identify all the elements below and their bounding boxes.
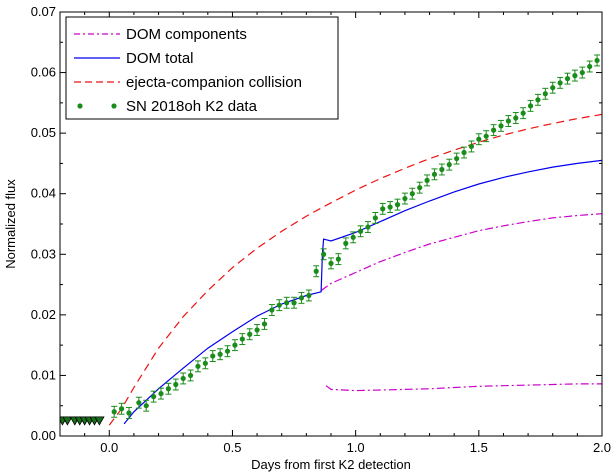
legend-item-dom-total-label: DOM total [126, 50, 194, 67]
x-tick-label: 0.0 [100, 440, 118, 455]
k2-data-point [343, 240, 349, 246]
upper-limit-triangle [94, 416, 105, 426]
k2-data-point [217, 351, 223, 357]
k2-data-point [446, 162, 452, 168]
x-axis-title: Days from first K2 detection [251, 457, 411, 472]
k2-data-point [454, 155, 460, 162]
legend-item-k2-data-swatch [77, 103, 83, 109]
k2-data-point [291, 300, 297, 306]
y-tick-label: 0.04 [31, 186, 56, 201]
k2-data-point [491, 127, 497, 133]
k2-data-point [587, 63, 593, 70]
k2-data-point [111, 409, 117, 415]
k2-data-point [365, 224, 371, 230]
k2-data-point [276, 302, 282, 308]
k2-data-point [594, 57, 600, 64]
k2-data-point [439, 166, 445, 173]
k2-data-point [424, 177, 430, 183]
k2-data-point [513, 115, 519, 121]
k2-data-point [350, 234, 356, 240]
k2-data-point [564, 76, 571, 82]
k2-data-point [247, 331, 253, 337]
k2-data-point [498, 123, 504, 129]
k2-data-point [136, 400, 142, 406]
dom-components-line [325, 383, 602, 392]
k2-data-point [557, 80, 563, 86]
k2-data-point [476, 136, 482, 142]
k2-data-point [402, 195, 408, 202]
k2-data-point [298, 295, 305, 301]
k2-data-point [313, 268, 319, 274]
k2-data-point [195, 363, 201, 369]
k2-data-point [542, 91, 548, 97]
legend-item-k2-data-label: SN 2018oh K2 data [126, 98, 258, 115]
collision-line [108, 113, 602, 426]
k2-data-point [409, 191, 415, 197]
k2-data-point [187, 372, 194, 379]
y-tick-label: 0.03 [31, 246, 56, 261]
k2-data-point [372, 215, 378, 221]
k2-data-point [210, 353, 216, 359]
k2-data-point [284, 300, 290, 306]
k2-data-point [483, 133, 489, 139]
k2-data-point [387, 204, 393, 210]
k2-data-point [224, 348, 231, 354]
k2-data-point [505, 118, 511, 124]
k2-data-point [173, 381, 179, 388]
k2-data-point [380, 206, 386, 212]
x-tick-label: 0.5 [223, 440, 241, 455]
y-tick-label: 0.07 [31, 4, 56, 19]
legend-item-k2-data-swatch [111, 103, 117, 109]
k2-data-point [328, 260, 334, 266]
k2-data-point [321, 251, 327, 257]
legend: DOM components DOM total ejecta-companion … [65, 16, 339, 120]
y-tick-label: 0.00 [31, 428, 56, 443]
k2-data-point [239, 336, 245, 342]
k2-data-point [579, 69, 585, 76]
k2-data-point [550, 85, 556, 91]
k2-data-point [261, 321, 268, 327]
x-tick-label: 2.0 [593, 440, 611, 455]
k2-data-point [158, 391, 164, 397]
tick-layer: 0.0 0.5 1.0 1.5 2.0 0.00 0.01 0.02 0.03 0.04 0.05 0… [31, 4, 611, 455]
y-tick-label: 0.02 [31, 307, 56, 322]
k2-data-point [520, 110, 526, 116]
upper-limit-triangle [62, 416, 73, 426]
y-tick-label: 0.05 [31, 125, 56, 140]
k2-data-point [151, 394, 157, 400]
k2-data-point [394, 202, 401, 208]
y-axis-title: Normalized flux [3, 179, 18, 269]
k2-data-point [269, 307, 275, 313]
k2-data-point [572, 73, 578, 79]
legend-items: DOM components DOM total ejecta-companion … [74, 26, 302, 115]
series-layer [60, 54, 602, 426]
k2-data-point [180, 375, 186, 382]
y-tick-label: 0.06 [31, 65, 56, 80]
k2-data-point [232, 342, 238, 348]
k2-data-point [335, 256, 341, 262]
legend-item-collision-label: ejecta-companion collision [126, 74, 302, 91]
k2-data-point [461, 149, 467, 156]
k2-data-point [357, 228, 364, 234]
k2-data-point [165, 386, 171, 392]
dom-components-line [320, 213, 602, 292]
y-tick-label: 0.01 [31, 367, 56, 382]
dom-total-line [123, 159, 602, 425]
k2-data-point [202, 360, 208, 366]
k2-data-point [254, 327, 260, 333]
k2-data-point [527, 103, 534, 109]
k2-data-point [118, 406, 125, 412]
k2-data-point [535, 97, 541, 103]
k2-data-point [306, 292, 312, 299]
k2-data-point [126, 410, 132, 416]
x-tick-label: 1.0 [347, 440, 365, 455]
k2-data-point [431, 171, 438, 177]
x-tick-label: 1.5 [470, 440, 488, 455]
k2-data-point [468, 143, 475, 150]
legend-item-dom-components-label: DOM components [126, 26, 247, 43]
k2-data-point [417, 185, 423, 191]
k2-data-point [143, 403, 149, 409]
